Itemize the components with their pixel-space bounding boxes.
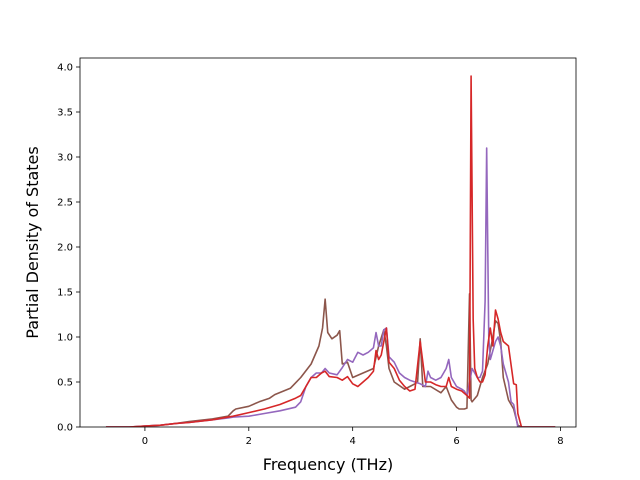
x-tick-label: 2 — [246, 436, 252, 447]
series-line-3 — [105, 75, 556, 427]
series-group — [105, 75, 556, 427]
plot-layer — [105, 75, 556, 427]
y-tick-label: 4.0 — [57, 63, 73, 74]
series-line-2 — [105, 147, 556, 427]
series-line-1 — [105, 292, 556, 427]
y-tick-label: 1.5 — [57, 288, 73, 299]
x-tick-label: 8 — [557, 436, 563, 447]
y-tick-label: 1.0 — [57, 333, 73, 344]
y-tick-label: 0.0 — [57, 423, 73, 434]
y-axis-label: Partial Density of States — [23, 146, 42, 338]
y-tick-label: 3.5 — [57, 108, 73, 119]
x-tick-label: 0 — [142, 436, 148, 447]
y-tick-label: 3.0 — [57, 153, 73, 164]
y-axis-ticks: 0.0 0.5 1.0 1.5 2.0 2.5 3.0 3.5 4.0 — [57, 63, 80, 434]
x-axis-ticks: 0 2 4 6 8 — [142, 427, 564, 447]
plot-frame — [79, 57, 577, 428]
x-tick-label: 6 — [453, 436, 459, 447]
x-tick-label: 4 — [349, 436, 355, 447]
y-tick-label: 2.5 — [57, 198, 73, 209]
x-axis-label: Frequency (THz) — [263, 455, 393, 474]
y-tick-label: 0.5 — [57, 378, 73, 389]
y-tick-label: 2.0 — [57, 243, 73, 254]
